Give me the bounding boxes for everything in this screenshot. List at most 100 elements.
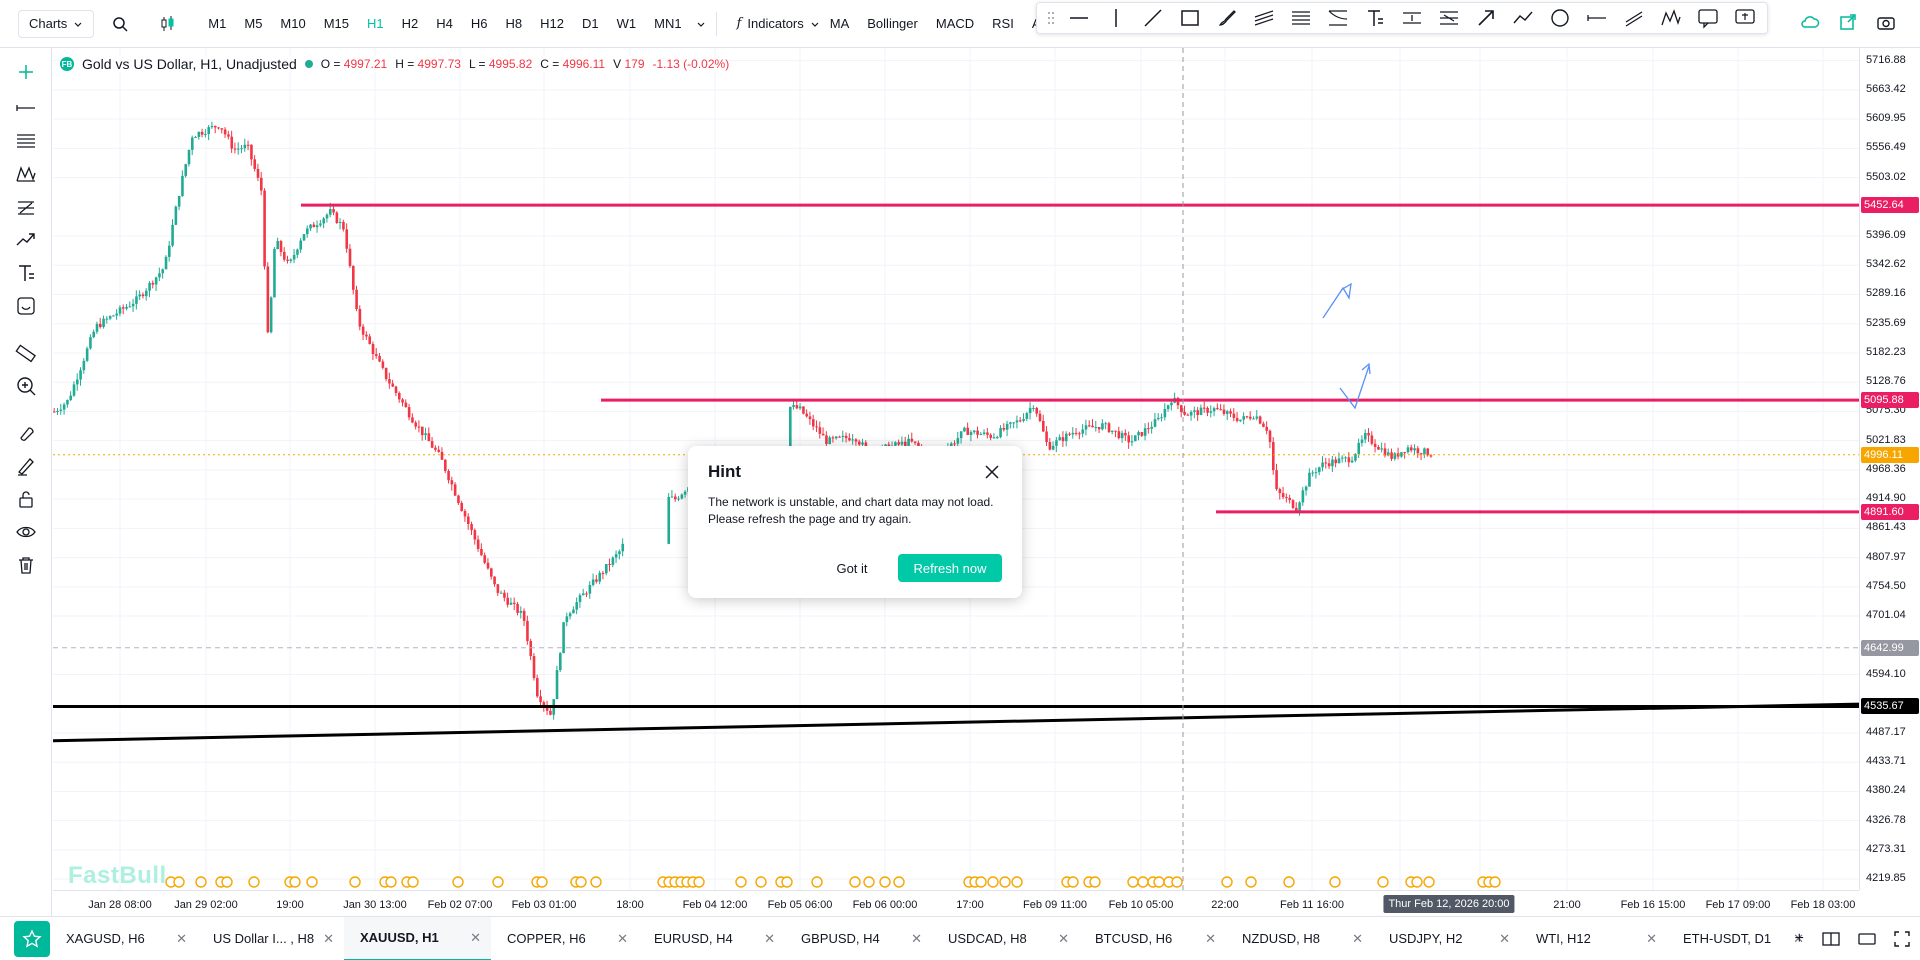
forecast-icon[interactable] (10, 224, 42, 256)
close-tab-icon[interactable]: ✕ (176, 930, 187, 946)
horizontal-line-icon[interactable] (1066, 5, 1092, 31)
timeframe-h4[interactable]: H4 (436, 16, 453, 31)
magnet-icon[interactable] (10, 417, 42, 449)
timeframe-m10[interactable]: M10 (280, 16, 306, 31)
camera-icon[interactable] (1876, 12, 1896, 32)
favorites-star-button[interactable] (14, 920, 50, 957)
parallel-channel-icon[interactable] (1251, 5, 1277, 31)
symbol-tab[interactable]: ETH-USDT, D1 ✕ (1667, 917, 1814, 960)
symbol-tab[interactable]: GBPUSD, H4 ✕ (785, 917, 932, 960)
drag-handle-icon[interactable] (1047, 11, 1055, 25)
timeframe-m1[interactable]: M1 (208, 16, 227, 31)
elliott-wave-icon[interactable] (1658, 5, 1684, 31)
symbol-tab[interactable]: XAUUSD, H1 ✕ (344, 916, 491, 960)
close-tab-icon[interactable]: ✕ (1499, 930, 1510, 946)
eye-icon[interactable] (10, 516, 42, 548)
horizontal-ray-icon[interactable] (10, 92, 42, 124)
timeframe-mn1[interactable]: MN1 (654, 16, 682, 31)
vertical-line-icon[interactable] (1103, 5, 1129, 31)
symbol-tab[interactable]: EURUSD, H4 ✕ (638, 917, 785, 960)
timeframe-h8[interactable]: H8 (505, 16, 523, 31)
candle-body (355, 289, 358, 309)
symbol-tab[interactable]: COPPER, H6 ✕ (491, 917, 638, 960)
time-axis[interactable]: Jan 28 08:00 Jan 29 02:00 19:00 Jan 30 13:0… (53, 890, 1859, 916)
indicator-ma[interactable]: MA (829, 16, 850, 31)
tab-label: USDCAD, H8 (948, 931, 1027, 946)
trash-icon[interactable] (10, 549, 42, 581)
trend-line-icon[interactable] (1140, 5, 1166, 31)
price-chart[interactable] (53, 48, 1859, 890)
close-tab-icon[interactable]: ✕ (617, 930, 628, 946)
brush-icon[interactable] (1214, 5, 1240, 31)
timeframe-h12[interactable]: H12 (540, 16, 564, 31)
text-tool-icon[interactable] (1362, 5, 1388, 31)
add-icon[interactable] (10, 56, 42, 88)
fib-retracement-icon[interactable] (1288, 5, 1314, 31)
price-note-icon[interactable] (1732, 5, 1758, 31)
gann-icon[interactable] (10, 191, 42, 223)
double-line-icon[interactable] (1621, 5, 1647, 31)
price-range-icon[interactable] (1399, 5, 1425, 31)
indicator-rsi[interactable]: RSI (992, 16, 1014, 31)
search-icon[interactable] (110, 14, 130, 34)
timeframe-h1[interactable]: H1 (367, 16, 384, 31)
close-icon[interactable] (982, 462, 1002, 482)
candle-body (131, 303, 135, 307)
ruler-icon[interactable] (10, 337, 42, 369)
indicator-bollinger[interactable]: Bollinger (867, 16, 918, 31)
fib-fan-icon[interactable] (1325, 5, 1351, 31)
close-tab-icon[interactable]: ✕ (1646, 930, 1657, 946)
event-marker (1067, 876, 1079, 888)
fib-levels-icon[interactable] (10, 125, 42, 157)
timeframe-more-chevron-icon[interactable] (696, 19, 706, 29)
polyline-icon[interactable] (1510, 5, 1536, 31)
symbol-tab[interactable]: WTI, H12 ✕ (1520, 917, 1667, 960)
comment-icon[interactable] (1695, 5, 1721, 31)
got-it-button[interactable]: Got it (820, 554, 884, 582)
cloud-sync-icon[interactable] (1800, 12, 1820, 32)
close-tab-icon[interactable]: ✕ (911, 930, 922, 946)
symbol-tab[interactable]: NZDUSD, H8 ✕ (1226, 917, 1373, 960)
arrow-icon[interactable] (1473, 5, 1499, 31)
timeframe-m5[interactable]: M5 (244, 16, 263, 31)
close-tab-icon[interactable]: ✕ (323, 930, 334, 946)
share-icon[interactable] (1838, 12, 1858, 32)
indicators-button[interactable]: f Indicators (733, 10, 824, 38)
timeframe-w1[interactable]: W1 (616, 16, 637, 31)
circle-icon[interactable] (1547, 5, 1573, 31)
close-tab-icon[interactable]: ✕ (764, 930, 775, 946)
candlestick-icon[interactable] (158, 14, 178, 34)
charts-dropdown[interactable]: Charts (18, 9, 95, 38)
add-tab-icon[interactable]: + (1794, 929, 1804, 947)
symbol-tab[interactable]: USDJPY, H2 ✕ (1373, 917, 1520, 960)
refresh-now-button[interactable]: Refresh now (898, 554, 1002, 582)
rectangle-icon[interactable] (1177, 5, 1203, 31)
timeframe-m15[interactable]: M15 (323, 16, 350, 31)
zoom-in-icon[interactable] (10, 370, 42, 402)
symbol-tab[interactable]: USDCAD, H8 ✕ (932, 917, 1079, 960)
ray-icon[interactable] (1584, 5, 1610, 31)
close-tab-icon[interactable]: ✕ (1058, 930, 1069, 946)
date-range-icon[interactable] (1436, 5, 1462, 31)
pattern-icon[interactable] (10, 158, 42, 190)
symbol-tab[interactable]: BTCUSD, H6 ✕ (1079, 917, 1226, 960)
timeframe-h6[interactable]: H6 (470, 16, 488, 31)
lock-icon[interactable] (10, 483, 42, 515)
close-tab-icon[interactable]: ✕ (1352, 930, 1363, 946)
market-open-dot (304, 60, 313, 68)
symbol-tab[interactable]: XAGUSD, H6 ✕ (50, 917, 197, 960)
close-tab-icon[interactable]: ✕ (1205, 930, 1216, 946)
price-axis[interactable]: 5716.88 5663.42 5609.95 5556.49 5503.02 5396.… (1859, 48, 1920, 890)
draw-mode-icon[interactable] (10, 450, 42, 482)
layout-icon[interactable] (1822, 931, 1840, 946)
close-tab-icon[interactable]: ✕ (1793, 930, 1804, 946)
indicator-macd[interactable]: MACD (935, 16, 975, 31)
fullscreen-icon[interactable] (1894, 930, 1910, 947)
timeframe-h2[interactable]: H2 (401, 16, 419, 31)
minimize-icon[interactable] (1858, 932, 1876, 946)
text-icon[interactable] (10, 257, 42, 289)
emoji-icon[interactable] (10, 290, 42, 322)
close-tab-icon[interactable]: ✕ (470, 929, 481, 945)
timeframe-d1[interactable]: D1 (582, 16, 599, 31)
symbol-tab[interactable]: US Dollar I... , H8 ✕ (197, 917, 344, 960)
